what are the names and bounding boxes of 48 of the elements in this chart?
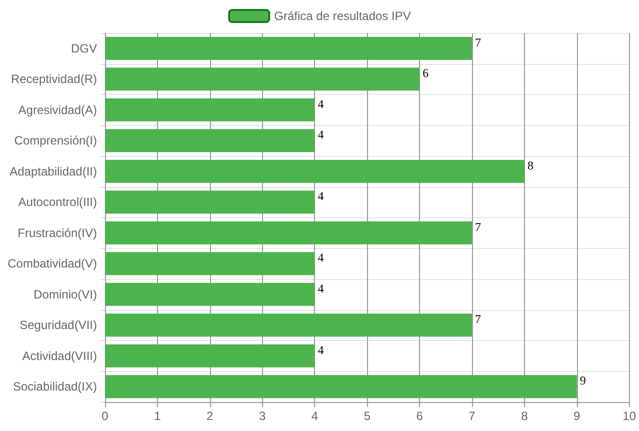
data-label: 4 [318,96,324,111]
y-tick-label: Frustración(IV) [18,226,97,240]
y-tick-label: Adaptabilidad(II) [10,164,97,178]
x-tick-label: 10 [622,409,636,423]
y-tick-label: Actividad(VIII) [22,348,97,363]
data-label: 4 [318,281,324,296]
data-label: 6 [422,66,429,80]
bar [105,36,472,60]
y-tick-label: Agresividad(A) [18,102,97,117]
data-label: 7 [475,220,482,234]
bar [105,98,315,122]
x-tick-label: 6 [416,409,424,423]
y-tick-label: Seguridad(VII) [20,318,97,332]
y-tick-label: Combatividad(V) [8,256,97,271]
data-label: 4 [318,250,324,265]
y-tick-label: Autocontrol(III) [18,195,97,210]
bar [105,314,472,337]
x-tick-label: 2 [206,409,214,423]
bar [105,160,524,183]
x-tick-label: 5 [364,409,371,423]
data-label: 4 [318,342,324,357]
data-label: 4 [318,189,324,204]
y-tick-label: Receptividad(R) [10,72,97,86]
bar [105,252,315,276]
bar [105,282,315,306]
bar [105,375,577,398]
legend-label: Gráfica de resultados IPV [274,9,411,23]
x-tick-label: 1 [154,409,162,423]
y-tick-label: DGV [70,41,97,56]
x-tick-label: 8 [521,409,528,423]
bar [105,221,472,244]
data-label: 9 [580,374,586,388]
bar [105,129,315,152]
bar [105,190,315,214]
bar [105,68,420,91]
data-label: 8 [527,158,534,172]
data-label: 7 [475,35,482,50]
data-label: 4 [318,128,324,142]
x-tick-label: 4 [311,409,318,423]
y-tick-label: Sociabilidad(IX) [12,380,97,394]
bar [105,344,315,368]
y-tick-label: Comprensión(I) [14,134,97,148]
data-label: 7 [475,312,482,326]
x-tick-label: 0 [102,409,109,423]
x-tick-label: 3 [258,409,266,423]
x-tick-label: 9 [574,409,581,423]
y-tick-label: Dominio(VI) [34,287,97,302]
x-tick-label: 7 [468,409,476,423]
